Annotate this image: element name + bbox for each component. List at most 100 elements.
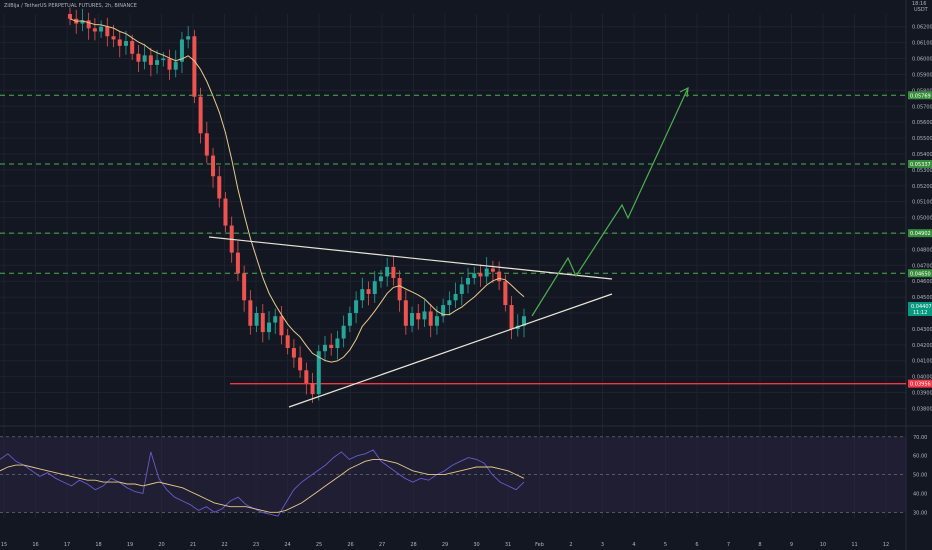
candle-body bbox=[434, 316, 439, 326]
time-tick-label: 11 bbox=[851, 542, 857, 548]
price-tick-label: 0.05000 bbox=[912, 216, 932, 222]
level-price-label: 0.04650 bbox=[910, 271, 931, 277]
candle-body bbox=[441, 305, 446, 317]
candle-body bbox=[503, 281, 508, 306]
time-axis[interactable]: 15 16 17 18 19 20 21 22 23 24 25 26 27 28 29 30 31 Feb 2 3 4… bbox=[1, 542, 889, 548]
level-price-badge bbox=[908, 379, 932, 388]
price-tick-label: 0.04200 bbox=[912, 343, 932, 349]
price-tick-label: 0.04000 bbox=[912, 375, 932, 381]
rsi-tick-label: 50.00 bbox=[913, 473, 927, 479]
time-tick-label: 27 bbox=[379, 542, 385, 548]
price-tick-label: 0.05100 bbox=[912, 200, 932, 206]
current-price-countdown: 11:12 bbox=[913, 310, 927, 316]
candle-body bbox=[310, 383, 315, 395]
time-tick-label: 29 bbox=[442, 542, 448, 548]
candle-body bbox=[161, 58, 166, 61]
candle-body bbox=[322, 344, 327, 352]
price-axis[interactable]: 0.062000.061000.060000.059000.058000.057… bbox=[908, 25, 932, 517]
price-tick-label: 0.06000 bbox=[912, 57, 932, 63]
rsi-tick-label: 40.00 bbox=[913, 491, 927, 497]
candle-body bbox=[416, 313, 421, 320]
candle-body bbox=[360, 289, 365, 301]
candle-body bbox=[366, 289, 371, 294]
time-tick-label: 31 bbox=[505, 542, 511, 548]
rsi-tick-label: 30.00 bbox=[913, 510, 927, 516]
candle-body bbox=[484, 268, 489, 277]
candle-body bbox=[279, 316, 284, 336]
candle-body bbox=[397, 278, 402, 301]
level-price-label: 0.04902 bbox=[910, 231, 931, 237]
time-tick-label: 17 bbox=[64, 542, 70, 548]
price-tick-label: 0.04700 bbox=[912, 263, 932, 269]
level-price-badge bbox=[908, 269, 932, 278]
candle-body bbox=[378, 276, 383, 282]
candle-body bbox=[285, 335, 290, 349]
price-tick-label: 0.04100 bbox=[912, 359, 932, 365]
projection-arrow-path[interactable] bbox=[531, 87, 689, 317]
rsi-ma-line bbox=[0, 458, 525, 513]
candle-body bbox=[273, 316, 278, 323]
candle-body bbox=[385, 266, 390, 277]
time-tick-label: 10 bbox=[820, 542, 826, 548]
candle-body bbox=[99, 26, 104, 32]
level-price-badge bbox=[908, 229, 932, 238]
candle-body bbox=[453, 293, 458, 301]
time-tick-label: 20 bbox=[158, 542, 164, 548]
candle-body bbox=[260, 313, 265, 333]
price-tick-label: 0.03900 bbox=[912, 391, 932, 397]
time-tick-label: 6 bbox=[695, 542, 698, 548]
candle-body bbox=[497, 271, 502, 282]
level-price-label: 0.05769 bbox=[910, 93, 931, 99]
candle-body bbox=[466, 278, 471, 285]
price-tick-label: 0.05600 bbox=[912, 120, 932, 126]
price-tick-label: 0.03800 bbox=[912, 406, 932, 412]
time-tick-label: 24 bbox=[284, 542, 290, 548]
candle-body bbox=[92, 28, 97, 32]
candle-body bbox=[459, 284, 464, 294]
candle-body bbox=[235, 252, 240, 274]
candle-body bbox=[179, 39, 184, 62]
time-tick-label: 3 bbox=[601, 542, 604, 548]
time-tick-label: 7 bbox=[727, 542, 730, 548]
candle-body bbox=[354, 300, 359, 314]
rsi-panel bbox=[0, 436, 906, 517]
price-tick-label: 0.05500 bbox=[912, 136, 932, 142]
candle-body bbox=[148, 55, 153, 65]
candle-body bbox=[173, 61, 178, 70]
candle-body bbox=[117, 39, 122, 46]
price-tick-label: 0.04800 bbox=[912, 247, 932, 253]
moving-average-line bbox=[69, 18, 525, 363]
price-tick-label: 0.06200 bbox=[912, 25, 932, 31]
time-tick-label: 12 bbox=[883, 542, 889, 548]
candle-body bbox=[304, 370, 309, 384]
candle-body bbox=[167, 58, 172, 70]
level-price-label: 0.03956 bbox=[910, 382, 931, 388]
candle-body bbox=[403, 300, 408, 326]
time-tick-label: 21 bbox=[190, 542, 196, 548]
price-tick-label: 0.05300 bbox=[912, 168, 932, 174]
time-tick-label: 25 bbox=[316, 542, 322, 548]
time-tick-label: 22 bbox=[221, 542, 227, 548]
descending-trendline[interactable] bbox=[208, 236, 613, 280]
ascending-trendline[interactable] bbox=[288, 293, 613, 408]
price-tick-label: 0.05200 bbox=[912, 184, 932, 190]
candle-body bbox=[509, 305, 514, 329]
candle-body bbox=[391, 266, 396, 279]
candle-body bbox=[422, 311, 427, 320]
candle-body bbox=[68, 14, 72, 19]
time-tick-label: 9 bbox=[790, 542, 793, 548]
time-tick-label: 5 bbox=[664, 542, 667, 548]
price-tick-label: 0.04500 bbox=[912, 295, 932, 301]
candle-body bbox=[291, 348, 296, 358]
horizontal-levels bbox=[0, 94, 906, 385]
candle-body bbox=[329, 344, 334, 349]
candle-body bbox=[80, 20, 85, 24]
candle-body bbox=[192, 36, 197, 97]
candle-body bbox=[223, 198, 228, 226]
price-tick-label: 0.06100 bbox=[912, 41, 932, 47]
candle-body bbox=[242, 273, 247, 301]
candle-body bbox=[347, 313, 352, 326]
candle-body bbox=[155, 60, 160, 65]
candle-body bbox=[186, 36, 191, 40]
